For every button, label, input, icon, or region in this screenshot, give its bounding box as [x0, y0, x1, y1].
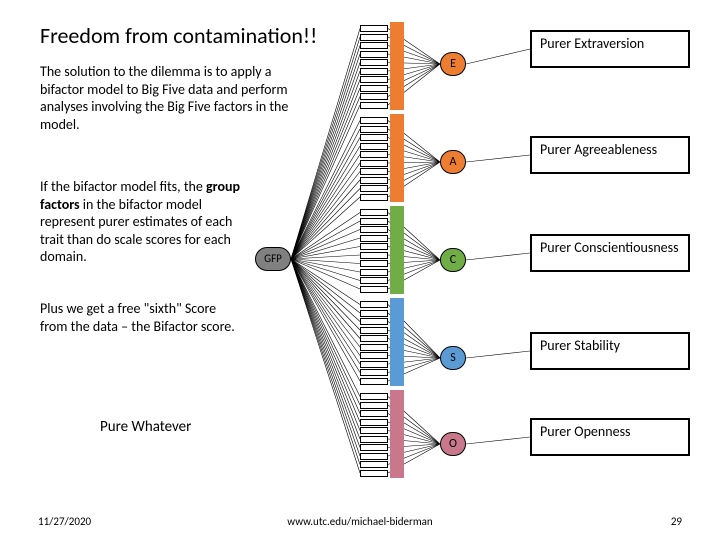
indicator-item	[360, 68, 388, 75]
indicator-item	[360, 470, 388, 477]
indicator-item	[360, 235, 388, 242]
indicator-item	[360, 286, 388, 293]
indicator-item	[360, 177, 388, 184]
factor-node-o: O	[440, 432, 466, 456]
factor-node-e: E	[440, 52, 466, 76]
indicator-item	[360, 93, 388, 100]
indicator-item	[360, 209, 388, 216]
indicator-item	[360, 344, 388, 351]
indicator-item	[360, 277, 388, 284]
indicator-item	[360, 393, 388, 400]
factor-label-o: Purer Openness	[530, 418, 690, 456]
indicator-item	[360, 243, 388, 250]
color-band	[390, 298, 404, 386]
indicator-item	[360, 310, 388, 317]
color-band	[390, 22, 404, 110]
gfp-node: GFP	[255, 247, 291, 271]
indicator-item	[360, 327, 388, 334]
indicator-item	[360, 34, 388, 41]
factor-node-c: C	[440, 248, 466, 272]
indicator-item	[360, 117, 388, 124]
factor-label-e: Purer Extraversion	[530, 30, 690, 68]
indicator-item	[360, 444, 388, 451]
indicator-item	[360, 42, 388, 49]
factor-label-a: Purer Agreeableness	[530, 136, 690, 174]
indicator-item	[360, 402, 388, 409]
factor-node-a: A	[440, 150, 466, 174]
indicator-item	[360, 185, 388, 192]
indicator-item	[360, 151, 388, 158]
indicator-item	[360, 427, 388, 434]
indicator-item	[360, 369, 388, 376]
indicator-item	[360, 260, 388, 267]
indicator-item	[360, 335, 388, 342]
indicator-item	[360, 59, 388, 66]
indicator-item	[360, 252, 388, 259]
indicator-item	[360, 160, 388, 167]
indicator-item	[360, 85, 388, 92]
indicator-item	[360, 134, 388, 141]
indicator-item	[360, 226, 388, 233]
indicator-item	[360, 378, 388, 385]
indicator-item	[360, 76, 388, 83]
indicator-item	[360, 361, 388, 368]
indicator-item	[360, 436, 388, 443]
color-band	[390, 206, 404, 294]
indicator-item	[360, 352, 388, 359]
indicator-item	[360, 301, 388, 308]
factor-node-s: S	[440, 346, 466, 370]
factor-label-s: Purer Stability	[530, 332, 690, 370]
color-band	[390, 390, 404, 478]
indicator-item	[360, 194, 388, 201]
indicator-item	[360, 168, 388, 175]
indicator-item	[360, 318, 388, 325]
indicator-item	[360, 410, 388, 417]
indicator-item	[360, 218, 388, 225]
factor-label-c: Purer Conscientiousness	[530, 234, 690, 272]
indicator-item	[360, 453, 388, 460]
indicator-item	[360, 269, 388, 276]
color-band	[390, 114, 404, 202]
indicator-item	[360, 461, 388, 468]
indicator-item	[360, 51, 388, 58]
indicator-item	[360, 102, 388, 109]
indicator-item	[360, 25, 388, 32]
indicator-item	[360, 419, 388, 426]
indicator-item	[360, 126, 388, 133]
indicator-item	[360, 143, 388, 150]
